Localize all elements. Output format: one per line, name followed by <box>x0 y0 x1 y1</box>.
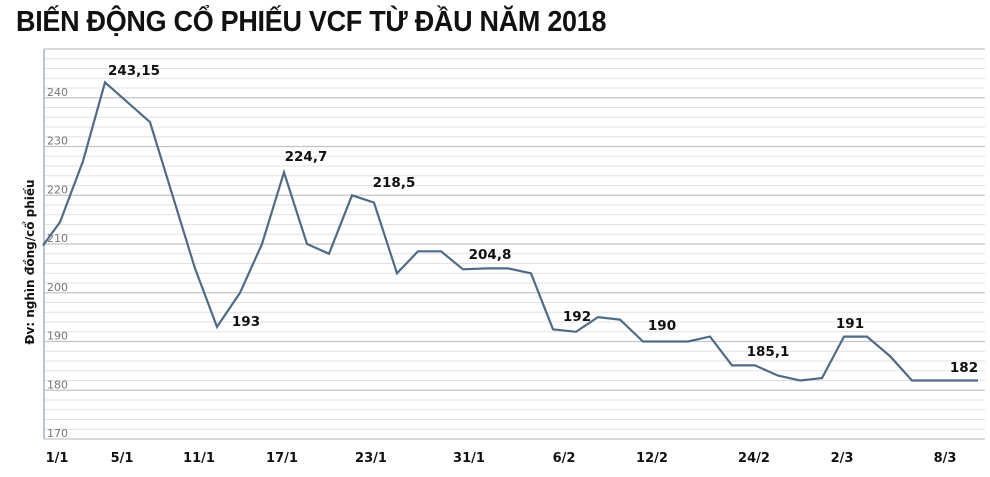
y-tick-label: 180 <box>47 378 68 391</box>
y-axis-ticks: 170 180 190 200 210 220 230 240 <box>47 86 68 440</box>
x-tick-label: 31/1 <box>453 451 485 466</box>
y-tick-label: 240 <box>47 86 68 99</box>
x-tick-label: 6/2 <box>553 451 576 466</box>
data-labels: 243,15 193 224,7 218,5 204,8 192 190 185,1 191 18… <box>108 63 978 376</box>
data-label: 218,5 <box>373 175 416 191</box>
y-tick-label: 200 <box>47 281 68 294</box>
y-tick-label: 190 <box>47 330 68 343</box>
y-tick-label: 230 <box>47 135 68 148</box>
x-tick-label: 5/1 <box>111 451 134 466</box>
x-tick-label: 1/1 <box>46 451 69 466</box>
chart-title: BIẾN ĐỘNG CỔ PHIẾU VCF TỪ ĐẦU NĂM 2018 <box>16 6 607 38</box>
data-label: 190 <box>648 318 676 334</box>
x-tick-label: 17/1 <box>266 451 298 466</box>
data-label: 224,7 <box>285 149 328 165</box>
y-tick-label: 210 <box>47 232 68 245</box>
data-label: 192 <box>563 309 591 325</box>
y-tick-label: 170 <box>47 427 68 440</box>
x-tick-label: 23/1 <box>355 451 387 466</box>
x-axis-ticks: 1/1 5/1 11/1 17/1 23/1 31/1 6/2 12/2 24/2 2/3 8/3 <box>46 451 957 466</box>
data-label: 204,8 <box>469 247 512 263</box>
x-tick-label: 12/2 <box>636 451 668 466</box>
data-label: 182 <box>950 360 978 376</box>
price-line <box>42 80 978 382</box>
x-tick-label: 8/3 <box>934 451 957 466</box>
data-label: 191 <box>836 316 864 332</box>
data-label: 193 <box>232 314 260 330</box>
data-label: 185,1 <box>747 344 790 360</box>
x-tick-label: 24/2 <box>738 451 770 466</box>
x-tick-label: 2/3 <box>831 451 854 466</box>
data-label: 243,15 <box>108 63 160 79</box>
gridlines <box>44 48 985 440</box>
y-tick-label: 220 <box>47 183 68 196</box>
x-tick-label: 11/1 <box>183 451 215 466</box>
